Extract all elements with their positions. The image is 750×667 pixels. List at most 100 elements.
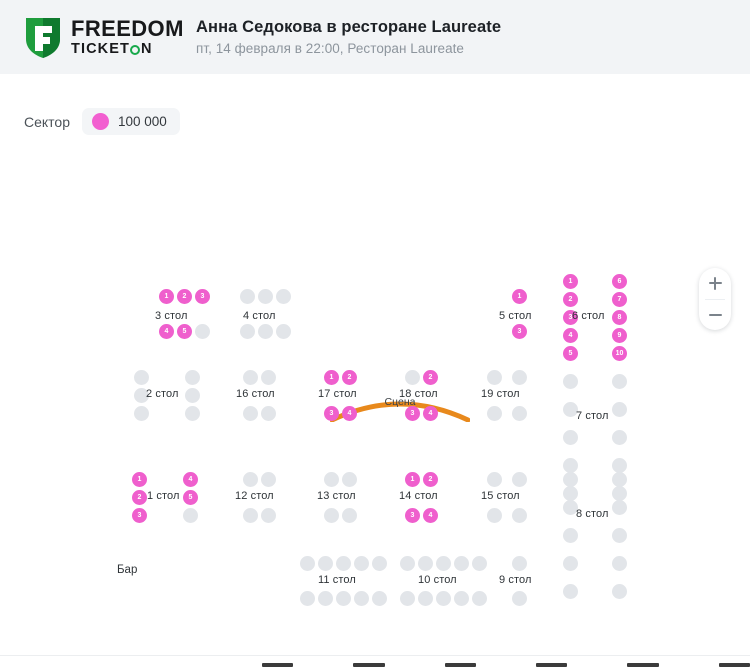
- seat[interactable]: [512, 556, 527, 571]
- seat[interactable]: [185, 370, 200, 385]
- seat[interactable]: [472, 591, 487, 606]
- seat[interactable]: 2: [423, 472, 438, 487]
- seat[interactable]: 3: [512, 324, 527, 339]
- seat[interactable]: [243, 370, 258, 385]
- bottom-toolbar[interactable]: [0, 655, 750, 667]
- seat[interactable]: 9: [612, 328, 627, 343]
- seat[interactable]: [563, 556, 578, 571]
- seat[interactable]: 8: [612, 310, 627, 325]
- seat[interactable]: [612, 472, 627, 487]
- seat[interactable]: [195, 324, 210, 339]
- seat[interactable]: 1: [512, 289, 527, 304]
- seat[interactable]: [512, 472, 527, 487]
- seat[interactable]: [183, 508, 198, 523]
- seat[interactable]: 4: [342, 406, 357, 421]
- toolbar-tab[interactable]: [262, 663, 294, 667]
- seat[interactable]: 6: [612, 274, 627, 289]
- seat[interactable]: [418, 556, 433, 571]
- seat[interactable]: [512, 508, 527, 523]
- seat[interactable]: 2: [563, 292, 578, 307]
- seat[interactable]: [563, 458, 578, 473]
- seat[interactable]: [436, 556, 451, 571]
- seat[interactable]: [342, 472, 357, 487]
- seat[interactable]: [612, 528, 627, 543]
- seat[interactable]: [472, 556, 487, 571]
- brand-logo[interactable]: FREEDOM TICKET N: [24, 15, 183, 59]
- seat[interactable]: [612, 402, 627, 417]
- seat[interactable]: 1: [324, 370, 339, 385]
- seat[interactable]: [563, 528, 578, 543]
- seat[interactable]: [261, 508, 276, 523]
- seat[interactable]: [454, 591, 469, 606]
- seat[interactable]: [454, 556, 469, 571]
- seat[interactable]: 1: [132, 472, 147, 487]
- zoom-in-button[interactable]: [699, 268, 731, 299]
- toolbar-tab[interactable]: [353, 663, 385, 667]
- seat[interactable]: [134, 370, 149, 385]
- seat[interactable]: 10: [612, 346, 627, 361]
- seat[interactable]: 5: [563, 346, 578, 361]
- seat[interactable]: [354, 591, 369, 606]
- seat[interactable]: [336, 591, 351, 606]
- seat[interactable]: 7: [612, 292, 627, 307]
- seat[interactable]: [324, 472, 339, 487]
- seat[interactable]: [487, 406, 502, 421]
- seat[interactable]: [243, 472, 258, 487]
- seat[interactable]: [512, 591, 527, 606]
- seat[interactable]: [487, 472, 502, 487]
- seat[interactable]: 3: [405, 406, 420, 421]
- seat[interactable]: [276, 289, 291, 304]
- seat[interactable]: [612, 430, 627, 445]
- seat[interactable]: [563, 374, 578, 389]
- seat[interactable]: [563, 584, 578, 599]
- seat[interactable]: [612, 458, 627, 473]
- seat[interactable]: 4: [423, 406, 438, 421]
- seat[interactable]: 3: [405, 508, 420, 523]
- seat[interactable]: [258, 324, 273, 339]
- seat[interactable]: [512, 370, 527, 385]
- seat[interactable]: [261, 472, 276, 487]
- seat[interactable]: 3: [195, 289, 210, 304]
- seat[interactable]: [400, 591, 415, 606]
- toolbar-tab[interactable]: [444, 663, 476, 667]
- seat[interactable]: [354, 556, 369, 571]
- seat[interactable]: 4: [183, 472, 198, 487]
- seat[interactable]: [418, 591, 433, 606]
- toolbar-tab[interactable]: [718, 663, 750, 667]
- seat[interactable]: [243, 508, 258, 523]
- seat[interactable]: [563, 500, 578, 515]
- seat[interactable]: [612, 486, 627, 501]
- seat[interactable]: [134, 388, 149, 403]
- seat[interactable]: [563, 486, 578, 501]
- seat[interactable]: 4: [563, 328, 578, 343]
- seat[interactable]: [372, 591, 387, 606]
- seat[interactable]: [563, 402, 578, 417]
- seat[interactable]: 2: [177, 289, 192, 304]
- price-category-chip[interactable]: 100 000: [82, 108, 180, 135]
- seat[interactable]: [243, 406, 258, 421]
- seat[interactable]: 2: [423, 370, 438, 385]
- seat[interactable]: [185, 406, 200, 421]
- seat[interactable]: 1: [159, 289, 174, 304]
- toolbar-tab[interactable]: [627, 663, 659, 667]
- seat[interactable]: [276, 324, 291, 339]
- seat[interactable]: 4: [159, 324, 174, 339]
- seat[interactable]: 1: [563, 274, 578, 289]
- seat[interactable]: 3: [324, 406, 339, 421]
- seat[interactable]: [612, 374, 627, 389]
- seat[interactable]: [336, 556, 351, 571]
- seat[interactable]: 4: [423, 508, 438, 523]
- seat[interactable]: [300, 591, 315, 606]
- seat[interactable]: [261, 370, 276, 385]
- zoom-controls[interactable]: [699, 268, 731, 330]
- seat[interactable]: [487, 508, 502, 523]
- seat[interactable]: [405, 370, 420, 385]
- seat[interactable]: 2: [132, 490, 147, 505]
- seat[interactable]: [240, 324, 255, 339]
- seat[interactable]: [324, 508, 339, 523]
- seat[interactable]: [563, 472, 578, 487]
- seat[interactable]: 2: [342, 370, 357, 385]
- seat[interactable]: 5: [177, 324, 192, 339]
- zoom-out-button[interactable]: [699, 300, 731, 331]
